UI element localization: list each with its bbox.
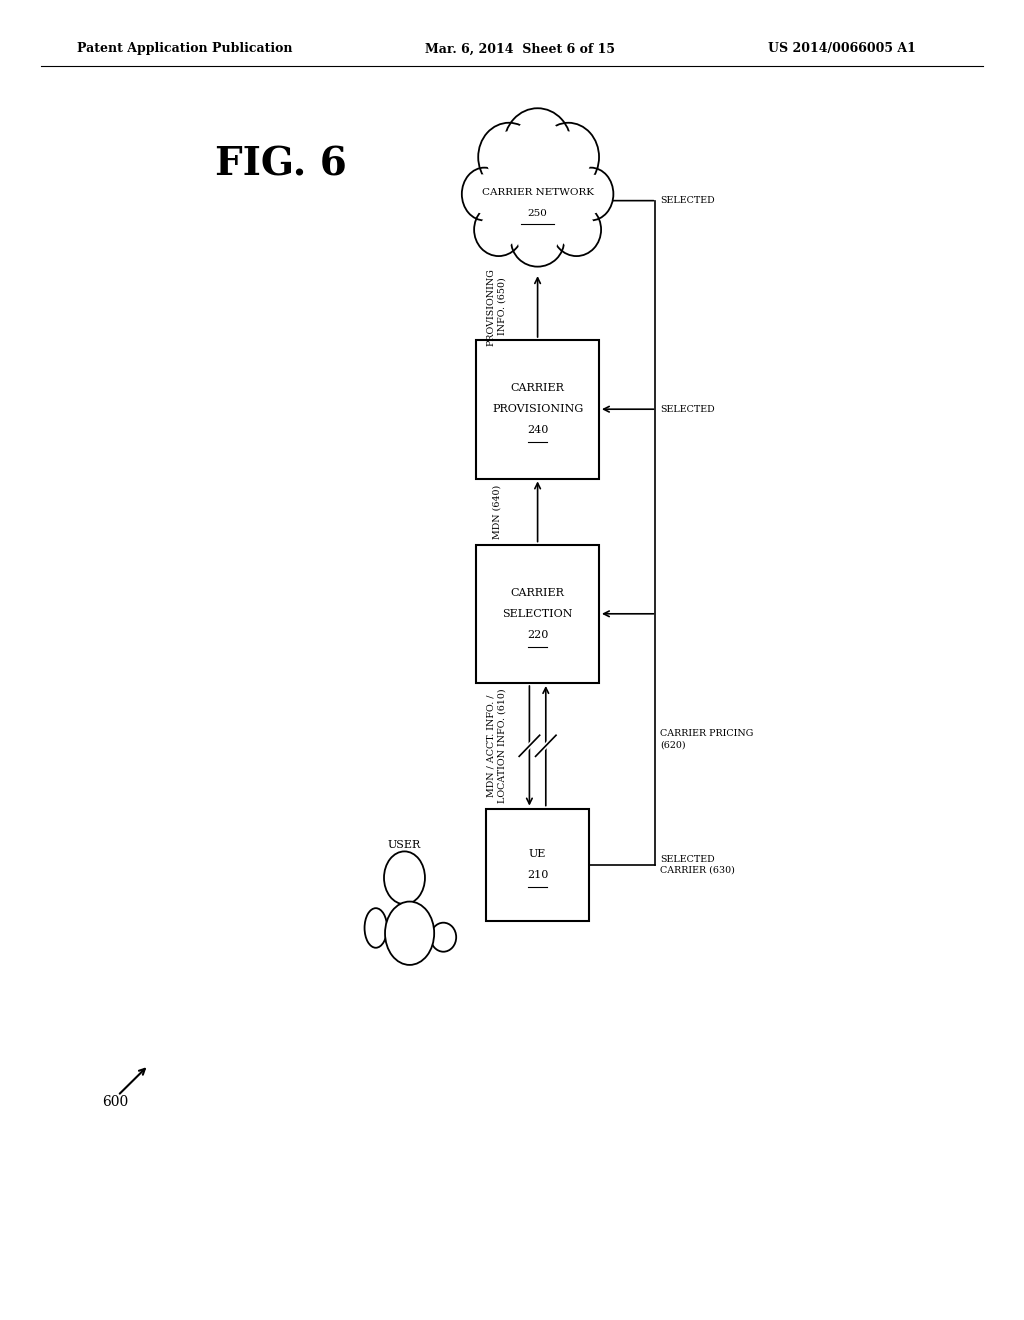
Ellipse shape [518, 220, 557, 260]
Text: 240: 240 [527, 425, 548, 436]
Ellipse shape [489, 158, 586, 244]
Ellipse shape [467, 174, 502, 214]
Text: SELECTED
CARRIER (630): SELECTED CARRIER (630) [660, 854, 735, 875]
Ellipse shape [552, 203, 601, 256]
Text: 220: 220 [527, 630, 548, 640]
Ellipse shape [546, 131, 592, 182]
Text: SELECTED: SELECTED [660, 405, 715, 413]
Text: USER: USER [388, 840, 421, 850]
Ellipse shape [389, 907, 430, 960]
Text: Patent Application Publication: Patent Application Publication [77, 42, 292, 55]
Ellipse shape [504, 108, 571, 182]
Text: CARRIER: CARRIER [511, 587, 564, 598]
Text: 210: 210 [527, 870, 548, 880]
FancyBboxPatch shape [476, 341, 599, 479]
Ellipse shape [462, 168, 507, 220]
Text: US 2014/0066005 A1: US 2014/0066005 A1 [768, 42, 915, 55]
Text: SELECTED: SELECTED [660, 197, 715, 205]
Text: PROVISIONING: PROVISIONING [492, 404, 584, 414]
Ellipse shape [474, 203, 523, 256]
Text: UE: UE [529, 849, 546, 859]
Ellipse shape [568, 168, 613, 220]
Text: MDN (640): MDN (640) [493, 484, 501, 539]
Ellipse shape [558, 210, 595, 249]
Text: CARRIER: CARRIER [511, 383, 564, 393]
Ellipse shape [512, 117, 563, 173]
Text: CARRIER PRICING
(620): CARRIER PRICING (620) [660, 729, 754, 750]
Ellipse shape [365, 908, 387, 948]
Ellipse shape [478, 123, 540, 191]
Ellipse shape [511, 214, 564, 267]
Text: MDN / ACCT. INFO. /
LOCATION INFO. (610): MDN / ACCT. INFO. / LOCATION INFO. (610) [486, 689, 507, 803]
Ellipse shape [480, 210, 517, 249]
Ellipse shape [486, 154, 589, 247]
Ellipse shape [538, 123, 599, 191]
Text: PROVISIONING
INFO. (650): PROVISIONING INFO. (650) [486, 268, 507, 346]
Ellipse shape [485, 131, 532, 182]
Text: FIG. 6: FIG. 6 [215, 147, 347, 183]
Text: 250: 250 [527, 210, 548, 218]
Text: Mar. 6, 2014  Sheet 6 of 15: Mar. 6, 2014 Sheet 6 of 15 [425, 42, 615, 55]
Text: CARRIER NETWORK: CARRIER NETWORK [481, 189, 594, 197]
Ellipse shape [385, 902, 434, 965]
Text: SELECTION: SELECTION [503, 609, 572, 619]
Ellipse shape [574, 174, 608, 214]
Circle shape [384, 851, 425, 904]
FancyBboxPatch shape [476, 544, 599, 682]
FancyBboxPatch shape [486, 808, 589, 921]
Text: 600: 600 [102, 1096, 129, 1109]
Ellipse shape [430, 923, 457, 952]
